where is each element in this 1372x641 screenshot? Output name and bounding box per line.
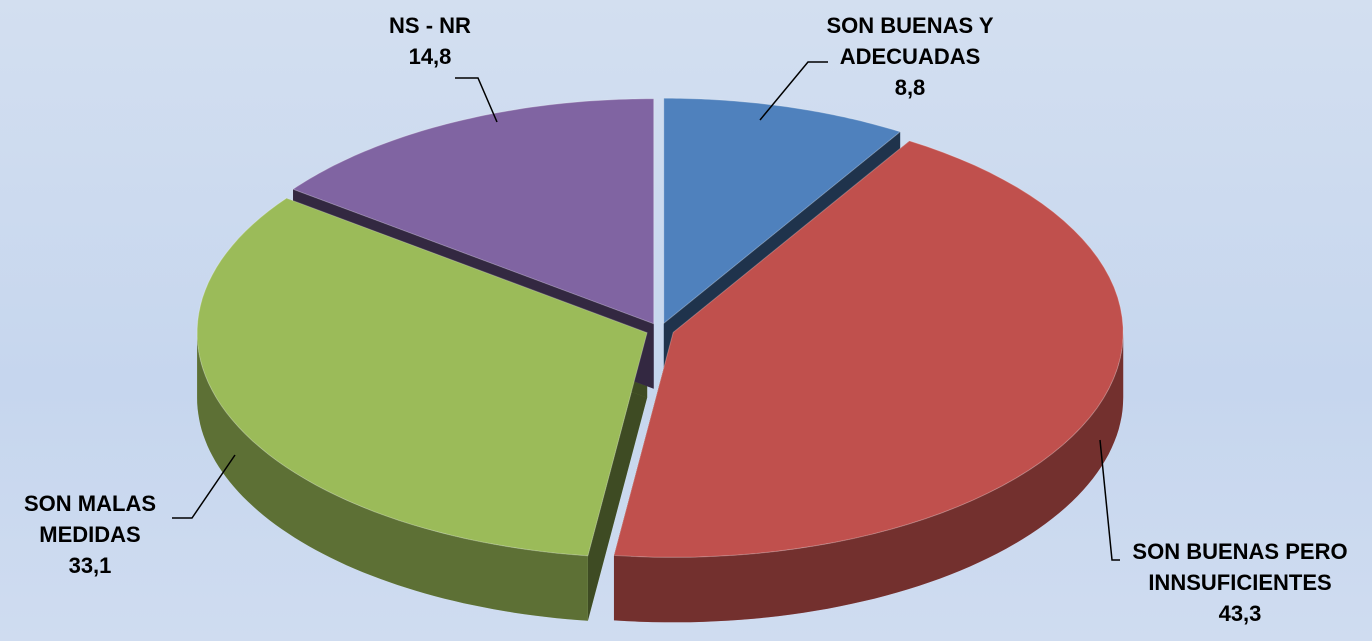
leader-lines [172, 61, 1120, 561]
category-label: SON BUENAS Y ADECUADAS [826, 13, 994, 69]
value-label: 43,3 [1218, 601, 1262, 626]
category-label: NS - NR [389, 13, 471, 38]
slice-side [614, 332, 1124, 623]
slice-label: SON MALAS MEDIDAS 33,1 [0, 488, 180, 581]
slice-label: SON BUENAS Y ADECUADAS 8,8 [790, 10, 1030, 103]
value-label: 14,8 [408, 44, 452, 69]
slice-wall-shade [587, 332, 648, 621]
slice [291, 98, 655, 325]
slice-side-shade [614, 332, 1124, 623]
slice [663, 97, 902, 325]
slice [196, 197, 648, 557]
category-label: SON MALAS MEDIDAS [24, 491, 156, 547]
value-label: 8,8 [894, 75, 926, 100]
pie-tops [196, 97, 1124, 558]
slice [613, 140, 1124, 558]
leader-line [455, 77, 498, 123]
slice-side [197, 332, 588, 621]
leader-line [172, 454, 236, 519]
value-label: 33,1 [68, 553, 112, 578]
slice-side-shade [197, 332, 588, 621]
leader-line [759, 61, 828, 121]
slice-label: SON BUENAS PERO INNSUFICIENTES 43,3 [1108, 536, 1372, 629]
pie [196, 97, 1124, 623]
leader-line [1099, 439, 1120, 561]
slice-label: NS - NR 14,8 [330, 10, 530, 72]
category-label: SON BUENAS PERO INNSUFICIENTES [1132, 539, 1348, 595]
